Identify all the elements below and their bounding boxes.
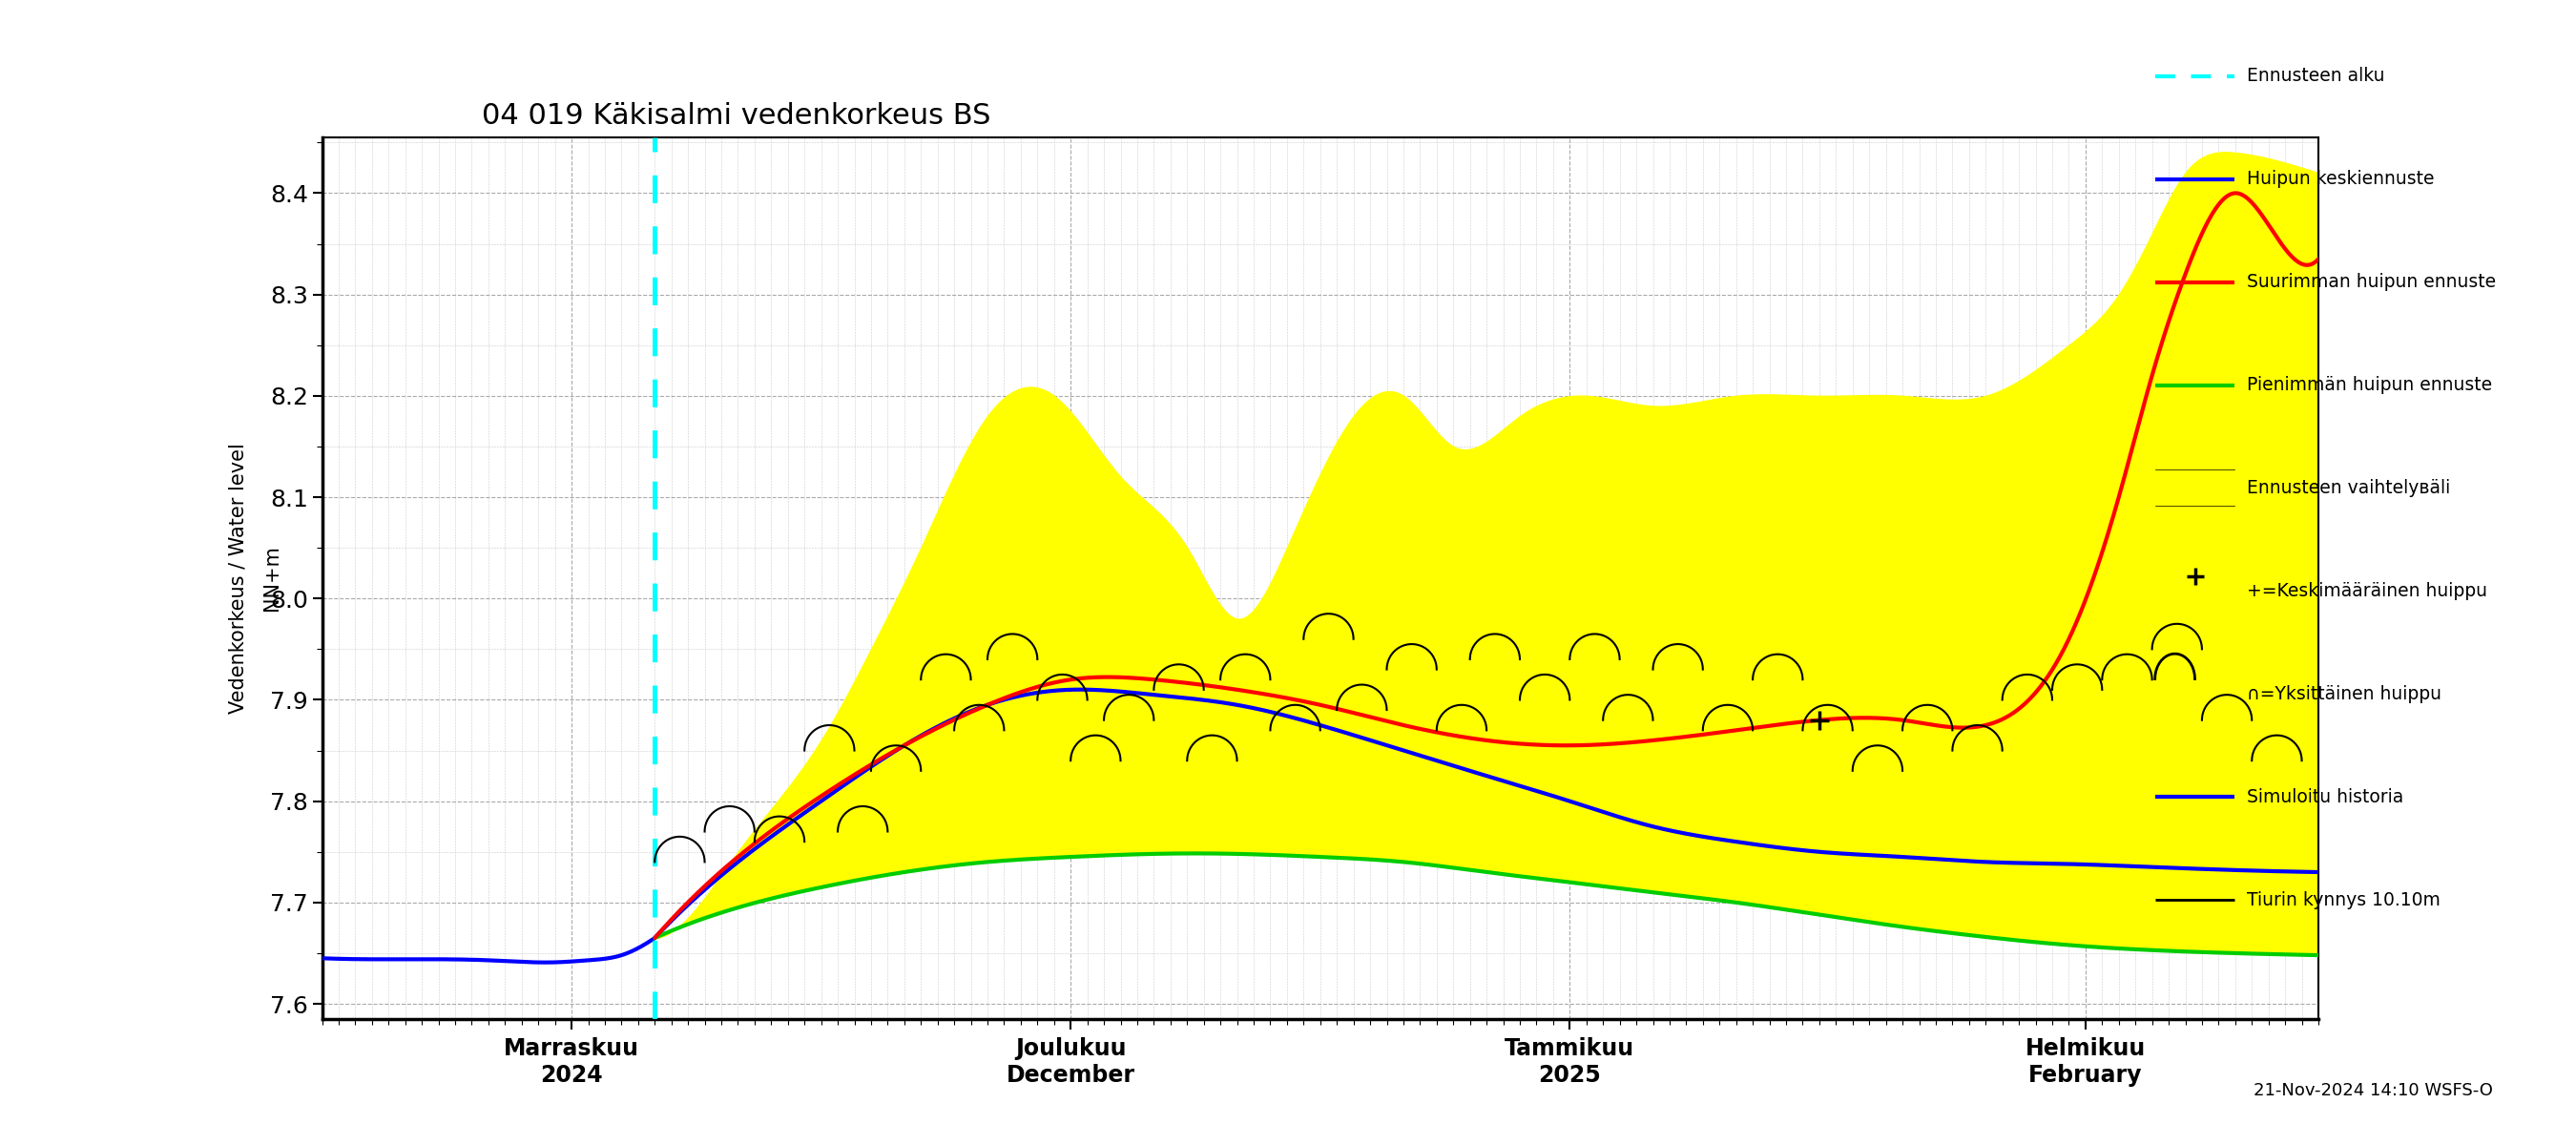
Text: Suurimman huipun ennuste: Suurimman huipun ennuste bbox=[2246, 273, 2496, 291]
Text: NN+m: NN+m bbox=[263, 545, 281, 611]
Text: Pienimmän huipun ennuste: Pienimmän huipun ennuste bbox=[2246, 376, 2491, 394]
Text: Vedenkorkeus / Water level: Vedenkorkeus / Water level bbox=[229, 443, 247, 713]
Text: Tiurin kynnys 10.10m: Tiurin kynnys 10.10m bbox=[2246, 891, 2439, 909]
Text: Simuloitu historia: Simuloitu historia bbox=[2246, 788, 2403, 806]
Text: 21-Nov-2024 14:10 WSFS-O: 21-Nov-2024 14:10 WSFS-O bbox=[2254, 1082, 2494, 1099]
Text: Ennusteen vaihtelувäli: Ennusteen vaihtelувäli bbox=[2246, 479, 2450, 497]
Text: +=Keskimääräinen huippu: +=Keskimääräinen huippu bbox=[2246, 582, 2488, 600]
Text: ∩=Yksittäinen huippu: ∩=Yksittäinen huippu bbox=[2246, 685, 2442, 703]
Text: 04 019 Käkisalmi vedenkorkeus BS: 04 019 Käkisalmi vedenkorkeus BS bbox=[482, 102, 992, 129]
Text: Ennusteen alku: Ennusteen alku bbox=[2246, 66, 2385, 85]
Text: Huipun keskiennuste: Huipun keskiennuste bbox=[2246, 169, 2434, 188]
